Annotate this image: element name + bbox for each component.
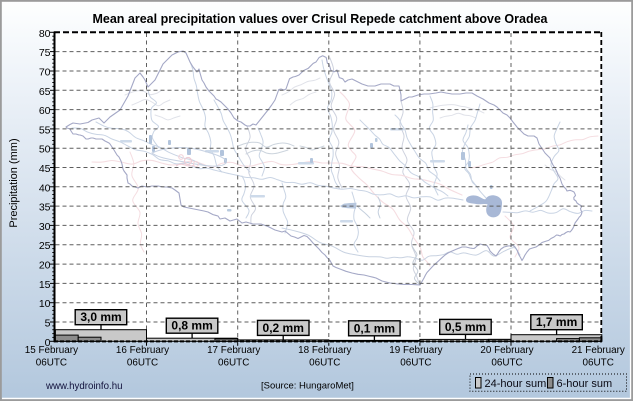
svg-text:06UTC: 06UTC — [218, 358, 249, 369]
svg-text:6-hour sum: 6-hour sum — [557, 378, 613, 390]
svg-text:06UTC: 06UTC — [36, 358, 67, 369]
svg-text:80: 80 — [39, 28, 51, 40]
svg-text:24-hour sum: 24-hour sum — [485, 378, 547, 390]
svg-text:Precipitation (mm): Precipitation (mm) — [8, 138, 20, 227]
svg-text:50: 50 — [39, 144, 51, 156]
svg-text:19 February: 19 February — [389, 345, 442, 356]
svg-text:65: 65 — [39, 86, 51, 98]
svg-text:10: 10 — [39, 298, 51, 310]
svg-text:35: 35 — [39, 202, 51, 214]
svg-text:45: 45 — [39, 163, 51, 175]
svg-text:06UTC: 06UTC — [127, 358, 158, 369]
svg-text:60: 60 — [39, 105, 51, 117]
svg-text:20: 20 — [39, 260, 51, 272]
svg-text:06UTC: 06UTC — [491, 358, 522, 369]
svg-text:70: 70 — [39, 67, 51, 79]
svg-text:21 February: 21 February — [572, 345, 625, 356]
svg-text:3,0 mm: 3,0 mm — [80, 310, 121, 324]
svg-text:0,5 mm: 0,5 mm — [445, 320, 486, 334]
svg-text:06UTC: 06UTC — [583, 358, 614, 369]
svg-text:75: 75 — [39, 47, 51, 59]
svg-text:Mean areal precipitation value: Mean areal precipitation values over Cri… — [92, 12, 548, 26]
svg-text:06UTC: 06UTC — [309, 358, 340, 369]
svg-text:17 February: 17 February — [207, 345, 260, 356]
svg-text:0,2 mm: 0,2 mm — [263, 321, 304, 335]
svg-text:www.hydroinfo.hu: www.hydroinfo.hu — [45, 381, 122, 392]
svg-text:18 February: 18 February — [298, 345, 351, 356]
svg-text:55: 55 — [39, 124, 51, 136]
svg-text:0: 0 — [45, 337, 51, 349]
svg-text:16 February: 16 February — [116, 345, 169, 356]
svg-text:25: 25 — [39, 240, 51, 252]
svg-text:5: 5 — [45, 318, 51, 330]
svg-text:40: 40 — [39, 182, 51, 194]
svg-text:1,7 mm: 1,7 mm — [536, 315, 577, 329]
svg-text:06UTC: 06UTC — [400, 358, 431, 369]
svg-text:15 February: 15 February — [25, 345, 78, 356]
svg-text:0,1 mm: 0,1 mm — [354, 321, 395, 335]
svg-text:20 February: 20 February — [480, 345, 533, 356]
svg-text:[Source: HungaroMet]: [Source: HungaroMet] — [261, 381, 354, 392]
svg-text:15: 15 — [39, 279, 51, 291]
svg-text:30: 30 — [39, 221, 51, 233]
svg-text:0,8 mm: 0,8 mm — [171, 319, 212, 333]
